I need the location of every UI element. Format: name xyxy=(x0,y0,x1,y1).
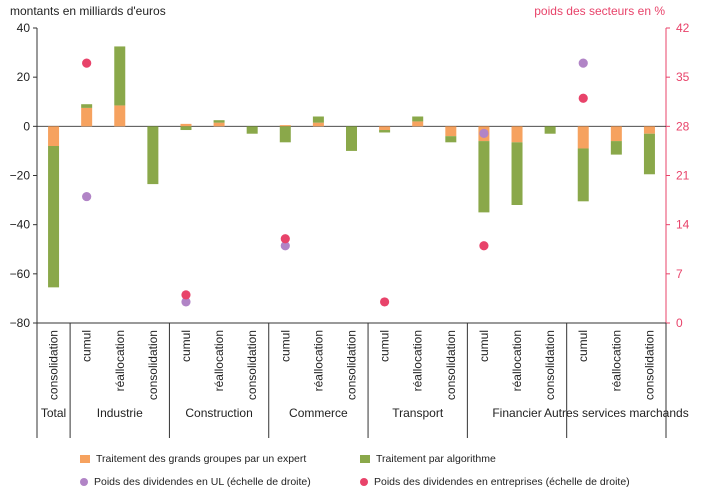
bar-algorithme xyxy=(147,126,159,185)
bar-expert xyxy=(312,122,324,127)
left-tick-label: 40 xyxy=(17,21,31,35)
point-dividendes-ul xyxy=(280,241,290,251)
group-label: Commerce xyxy=(289,406,348,420)
bar-algorithme xyxy=(643,133,655,175)
right-tick-label: 35 xyxy=(676,70,690,84)
category-label: cumul xyxy=(378,330,392,362)
group-label: Autres services marchands xyxy=(544,406,689,420)
right-tick-label: 0 xyxy=(676,316,683,330)
left-tick-label: −60 xyxy=(10,267,31,281)
group-label: Transport xyxy=(392,406,444,420)
bar-algorithme xyxy=(279,126,291,143)
left-tick-label: 0 xyxy=(23,119,30,133)
bar-algorithme xyxy=(246,126,258,134)
category-label: consolidation xyxy=(245,330,259,400)
bar-algorithme xyxy=(180,126,192,131)
bar-expert xyxy=(610,126,622,142)
bar-expert xyxy=(412,121,424,127)
group-label: Financier xyxy=(492,406,541,420)
legend-item-expert: Traitement des grands groupes par un exp… xyxy=(80,453,306,465)
legend-swatch-entreprises xyxy=(360,478,368,486)
category-label: cumul xyxy=(576,330,590,362)
bar-algorithme xyxy=(412,116,424,122)
point-dividendes-ul xyxy=(479,128,489,138)
right-tick-label: 28 xyxy=(676,119,690,133)
bar-algorithme xyxy=(312,116,324,123)
category-label: consolidation xyxy=(642,330,656,400)
category-label: réallocation xyxy=(311,330,325,391)
bar-expert xyxy=(445,126,457,137)
legend-label-entreprises: Poids des dividendes en entreprises (éch… xyxy=(374,476,630,488)
legend-swatch-ul xyxy=(80,478,88,486)
bar-expert xyxy=(48,126,60,146)
legend-label-algorithme: Traitement par algorithme xyxy=(376,453,496,465)
category-label: réallocation xyxy=(510,330,524,391)
left-tick-label: 20 xyxy=(17,70,31,84)
bar-expert xyxy=(213,122,225,127)
left-axis-title: montants en milliards d'euros xyxy=(10,4,166,18)
bar-expert xyxy=(577,126,589,149)
category-label: cumul xyxy=(179,330,193,362)
category-label: consolidation xyxy=(345,330,359,400)
bar-algorithme xyxy=(213,120,225,123)
point-dividendes-ul xyxy=(578,58,588,68)
bar-algorithme xyxy=(346,126,357,151)
category-label: cumul xyxy=(278,330,292,362)
category-label: cumul xyxy=(477,330,491,362)
point-dividendes-entreprises xyxy=(82,58,92,68)
bar-algorithme xyxy=(379,130,391,133)
bar-algorithme xyxy=(114,46,126,106)
bar-expert xyxy=(81,107,93,127)
bar-algorithme xyxy=(48,146,60,288)
legend-swatch-algorithme xyxy=(360,455,370,463)
category-label: consolidation xyxy=(444,330,458,400)
bar-algorithme xyxy=(577,148,589,202)
bar-expert xyxy=(379,126,391,131)
bar-expert xyxy=(114,105,126,127)
legend-item-entreprises: Poids des dividendes en entreprises (éch… xyxy=(360,476,630,488)
legend-swatch-expert xyxy=(80,455,90,463)
category-label: consolidation xyxy=(47,330,61,400)
right-tick-label: 42 xyxy=(676,21,690,35)
bar-algorithme xyxy=(544,126,556,134)
point-dividendes-ul xyxy=(181,297,191,307)
category-label: consolidation xyxy=(146,330,160,400)
bar-algorithme xyxy=(610,141,622,155)
category-label: réallocation xyxy=(113,330,127,391)
point-dividendes-entreprises xyxy=(380,297,390,307)
bar-expert xyxy=(279,125,291,127)
bar-algorithme xyxy=(81,104,93,108)
right-tick-label: 14 xyxy=(676,218,690,232)
point-dividendes-entreprises xyxy=(479,241,489,251)
right-axis-title: poids des secteurs en % xyxy=(534,4,665,18)
legend-item-algorithme: Traitement par algorithme xyxy=(360,453,496,465)
group-label: Total xyxy=(41,406,66,420)
left-tick-label: −20 xyxy=(10,169,31,183)
category-label: réallocation xyxy=(609,330,623,391)
bar-expert xyxy=(511,126,523,143)
point-dividendes-entreprises xyxy=(578,93,588,103)
right-tick-label: 7 xyxy=(676,267,683,281)
legend-label-ul: Poids des dividendes en UL (échelle de d… xyxy=(94,476,311,488)
bar-algorithme xyxy=(445,136,457,143)
point-dividendes-entreprises xyxy=(181,290,191,300)
right-tick-label: 21 xyxy=(676,169,690,183)
group-label: Construction xyxy=(185,406,252,420)
category-label: cumul xyxy=(80,330,94,362)
category-label: réallocation xyxy=(212,330,226,391)
category-label: consolidation xyxy=(543,330,557,400)
bar-expert xyxy=(643,126,655,134)
legend-label-expert: Traitement des grands groupes par un exp… xyxy=(96,453,307,465)
group-label: Industrie xyxy=(97,406,143,420)
left-tick-label: −80 xyxy=(10,316,31,330)
left-tick-label: −40 xyxy=(10,218,31,232)
bar-algorithme xyxy=(511,142,523,205)
point-dividendes-ul xyxy=(82,191,92,202)
point-dividendes-entreprises xyxy=(280,234,290,244)
legend-item-ul: Poids des dividendes en UL (échelle de d… xyxy=(80,476,311,488)
bar-algorithme xyxy=(478,141,490,213)
category-label: réallocation xyxy=(411,330,425,391)
bar-expert xyxy=(180,123,192,127)
